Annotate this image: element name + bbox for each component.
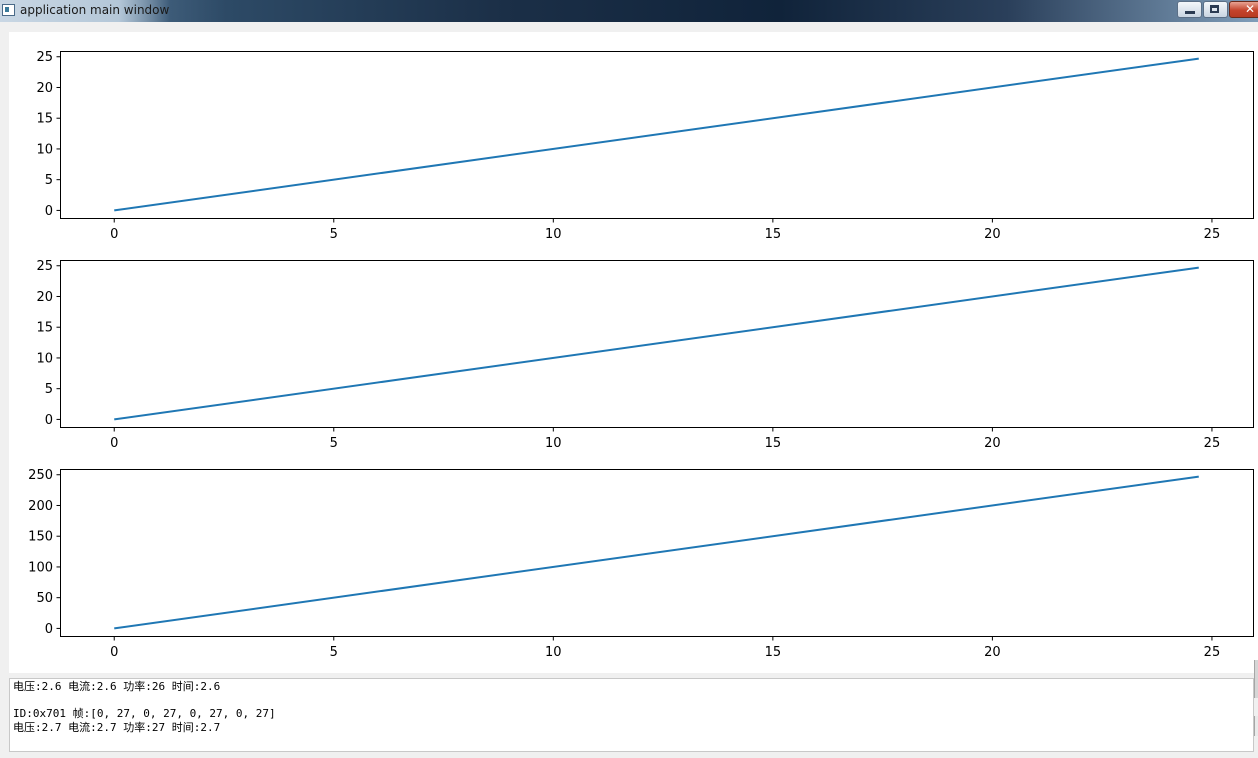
x-tick-label: 0 [110,227,118,242]
x-tick-label: 25 [1204,227,1221,242]
y-tick-label: 25 [36,50,53,65]
y-tick-label: 0 [45,622,53,637]
y-tick-label: 10 [36,351,53,366]
minimize-button[interactable] [1177,1,1202,18]
x-tick-label: 5 [330,436,338,451]
y-tick-label: 10 [36,142,53,157]
y-tick-label: 0 [45,413,53,428]
axes-frame [60,51,1254,219]
y-tick-label: 20 [36,290,53,305]
log-text-area[interactable]: 电压:2.6 电流:2.6 功率:26 时间:2.6 ID:0x701 帧:[0… [9,678,1254,752]
log-line: 电压:2.6 电流:2.6 功率:26 时间:2.6 [13,680,221,693]
x-tick-label: 20 [984,436,1001,451]
log-line: 电压:2.7 电流:2.7 功率:27 时间:2.7 [13,720,221,734]
y-tick-label: 25 [36,259,53,274]
x-tick-label: 25 [1204,645,1221,660]
x-tick-label: 10 [545,645,562,660]
maximize-button[interactable] [1203,1,1228,18]
y-tick-label: 100 [28,560,53,575]
y-tick-label: 15 [36,321,53,336]
x-tick-label: 10 [545,227,562,242]
close-button[interactable] [1229,1,1258,18]
series-line [114,266,1199,421]
window-title: application main window [20,3,170,17]
y-tick-label: 250 [28,468,53,483]
app-icon [2,4,15,16]
x-tick-label: 20 [984,227,1001,242]
title-area: application main window [0,0,170,22]
title-bar[interactable]: application main window [0,0,1258,22]
y-tick-label: 50 [36,591,53,606]
scrollbar-arrow[interactable] [1254,716,1258,736]
y-tick-label: 15 [36,112,53,127]
x-tick-label: 25 [1204,436,1221,451]
x-tick-label: 5 [330,227,338,242]
y-tick-label: 5 [45,173,53,188]
x-tick-label: 0 [110,645,118,660]
y-tick-label: 20 [36,81,53,96]
y-tick-label: 0 [45,204,53,219]
axes-frame [60,260,1254,428]
y-tick-label: 150 [28,530,53,545]
x-tick-label: 10 [545,436,562,451]
log-line [13,694,1253,708]
x-tick-label: 15 [765,645,782,660]
log-line: ID:0x701 帧:[0, 27, 0, 27, 0, 27, 0, 27] [13,707,276,720]
scrollbar[interactable] [1254,660,1258,698]
x-tick-label: 15 [765,227,782,242]
y-tick-label: 5 [45,382,53,397]
x-tick-label: 15 [765,436,782,451]
series-line [114,475,1199,630]
x-tick-label: 5 [330,645,338,660]
plot-figure[interactable]: 0 5 10 15 20 25 0 5 10 15 20 25 0 5 10 15 20 25 0 5 10 15 20 25… [9,32,1258,673]
series-line [114,57,1199,212]
axes-frame [60,469,1254,637]
x-tick-label: 20 [984,645,1001,660]
x-tick-label: 0 [110,436,118,451]
y-tick-label: 200 [28,499,53,514]
